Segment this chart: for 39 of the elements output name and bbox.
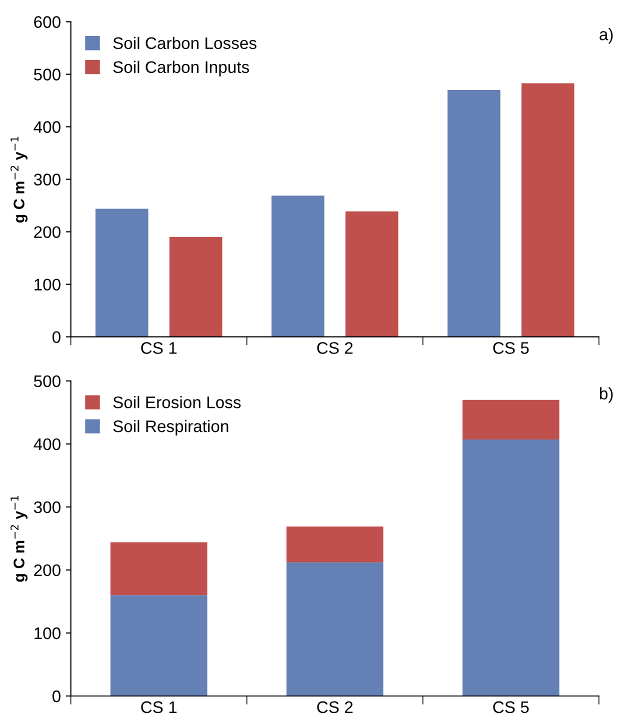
bar xyxy=(272,196,324,337)
y-tick-label: 300 xyxy=(34,501,60,514)
bar xyxy=(345,211,398,337)
bar xyxy=(169,237,222,337)
bar xyxy=(110,595,208,696)
bar xyxy=(110,542,208,596)
x-tick-label: CS 2 xyxy=(317,342,353,354)
bar xyxy=(286,526,384,562)
y-axis-title: g C m$^{−2}$ y$^{−1}$ xyxy=(10,136,28,223)
y-tick-label: 300 xyxy=(34,174,60,186)
y-tick-label: 100 xyxy=(34,278,60,291)
bar xyxy=(462,440,560,696)
x-tick-label: CS 5 xyxy=(493,342,529,354)
text: a) xyxy=(600,28,613,44)
y-tick-label: 600 xyxy=(34,16,60,28)
y-tick-label: 400 xyxy=(34,121,60,133)
legend-label: Soil Respiration xyxy=(113,420,228,436)
x-tick-label: CS 5 xyxy=(493,701,529,714)
bar xyxy=(448,90,500,337)
legend-label: Soil Carbon Losses xyxy=(113,36,256,50)
legend-label: Soil Erosion Loss xyxy=(113,396,241,408)
text: b) xyxy=(600,387,613,403)
y-tick-label: 0 xyxy=(52,690,60,702)
x-tick-label: CS 1 xyxy=(141,701,177,714)
y-tick-label: 200 xyxy=(34,564,60,576)
legend-label: Soil Carbon Inputs xyxy=(113,60,250,76)
bar xyxy=(521,83,574,337)
y-tick-label: 500 xyxy=(34,68,60,80)
y-tick-label: 400 xyxy=(34,438,60,450)
bar xyxy=(286,562,384,696)
bar xyxy=(462,400,560,440)
y-tick-label: 500 xyxy=(34,375,60,388)
y-tick-label: 200 xyxy=(34,226,60,238)
x-tick-label: CS 2 xyxy=(317,701,353,714)
y-tick-label: 100 xyxy=(34,627,60,640)
x-tick-label: CS 1 xyxy=(141,342,177,354)
bar xyxy=(95,208,148,337)
y-tick-label: 0 xyxy=(52,331,60,344)
y-axis-title: g C m$^{−2}$ y$^{−1}$ xyxy=(10,496,28,582)
